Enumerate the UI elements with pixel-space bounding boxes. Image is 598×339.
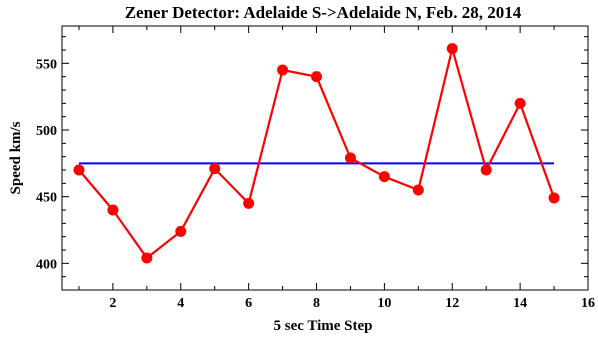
data-point-14 [514,97,526,109]
data-point-10 [378,171,390,183]
speed-data-points [73,43,560,264]
x-tick-label-5: 12 [445,296,459,311]
chart-title: Zener Detector: Adelaide S->Adelaide N, … [125,3,522,22]
y-tick-label-1: 450 [36,191,57,206]
data-point-7 [277,64,289,76]
data-point-4 [175,225,187,237]
data-point-5 [209,163,221,175]
x-tick-label-4: 10 [377,296,391,311]
x-tick-label-0: 2 [109,296,116,311]
x-tick-label-6: 14 [513,296,527,311]
x-tick-label-3: 8 [313,296,320,311]
y-tick-label-0: 400 [36,257,57,272]
data-point-2 [107,204,119,216]
data-point-15 [548,192,560,204]
plot-frame [61,25,589,291]
y-tick-label-2: 500 [36,124,57,139]
data-point-13 [480,164,492,176]
data-point-3 [141,252,153,264]
data-point-8 [311,71,323,83]
axis-ticks [62,26,589,290]
data-point-1 [73,164,85,176]
data-point-11 [412,184,424,196]
x-tick-label-2: 6 [245,296,252,311]
data-point-9 [344,152,356,164]
y-axis-label: Speed km/s [8,121,24,194]
x-axis-label: 5 sec Time Step [273,318,372,334]
x-tick-label-1: 4 [177,296,184,311]
x-tick-labels: 2 4 6 8 10 12 14 16 [109,296,595,311]
data-point-12 [446,43,458,55]
y-tick-label-3: 550 [36,57,57,72]
x-tick-label-7: 16 [581,296,595,311]
data-point-6 [243,197,255,209]
y-tick-labels: 400 450 500 550 [36,57,57,272]
